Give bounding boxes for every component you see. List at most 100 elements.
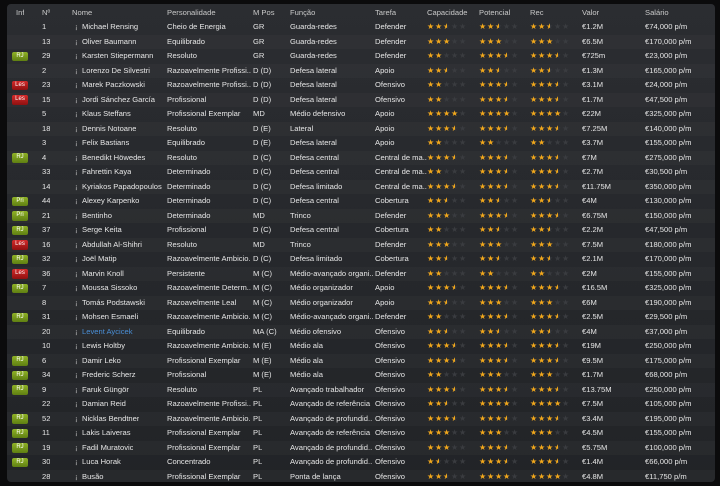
table-row[interactable]: RJ 11 ¡ Lakis Laiveras Profissional Exemplar… xyxy=(7,426,715,441)
player-name[interactable]: Frederic Scherz xyxy=(82,370,136,379)
info-icon[interactable]: ¡ xyxy=(75,109,78,118)
col-personality[interactable]: Personalidade xyxy=(167,8,216,17)
info-icon[interactable]: ¡ xyxy=(75,471,78,481)
table-row[interactable]: Pri 44 ¡ Alexey Karpenko Determinado D (C) Def… xyxy=(7,194,715,209)
player-name[interactable]: Busão xyxy=(82,471,104,481)
table-row[interactable]: RJ 32 ¡ Joël Matip Razoavelmente Ambicio.. D … xyxy=(7,252,715,267)
col-rec[interactable]: Rec xyxy=(530,8,544,17)
col-wage[interactable]: Salário xyxy=(645,8,669,17)
info-icon[interactable]: ¡ xyxy=(75,384,78,394)
info-icon[interactable]: ¡ xyxy=(75,94,78,104)
info-icon[interactable]: ¡ xyxy=(75,413,78,423)
info-icon[interactable]: ¡ xyxy=(75,283,78,292)
table-row[interactable]: 1 ¡ Michael Rensing Cheio de Energia GR Guard… xyxy=(7,20,715,35)
table-row[interactable]: RJ 19 ¡ Fadil Muratovic Profissional Exempla… xyxy=(7,441,715,456)
col-potential[interactable]: Potencial xyxy=(479,8,511,17)
player-name[interactable]: Abdullah Al-Shihri xyxy=(82,239,142,249)
player-name[interactable]: Levent Aycicek xyxy=(82,326,133,336)
table-row[interactable]: RJ 30 ¡ Luca Horak Concentrado PL Avançado de … xyxy=(7,455,715,470)
info-icon[interactable]: ¡ xyxy=(75,65,78,75)
col-value[interactable]: Valor xyxy=(582,8,600,17)
info-icon[interactable]: ¡ xyxy=(75,51,78,60)
col-ability[interactable]: Capacidade xyxy=(427,8,468,17)
player-name[interactable]: Lakis Laiveras xyxy=(82,428,131,437)
player-name[interactable]: Klaus Steffans xyxy=(82,109,131,118)
info-icon[interactable]: ¡ xyxy=(75,239,78,249)
table-row[interactable]: 5 ¡ Klaus Steffans Profissional Exemplar MD M… xyxy=(7,107,715,122)
info-icon[interactable]: ¡ xyxy=(75,36,78,46)
info-icon[interactable]: ¡ xyxy=(75,22,78,31)
table-row[interactable]: RJ 34 ¡ Frederic Scherz Profissional M (E) Méd… xyxy=(7,368,715,383)
col-pos[interactable]: M Pos xyxy=(253,8,275,17)
player-name[interactable]: Tomás Podstawski xyxy=(82,297,145,307)
info-icon[interactable]: ¡ xyxy=(75,152,78,162)
player-name[interactable]: Jordi Sánchez García xyxy=(82,94,156,104)
table-row[interactable]: RJ 52 ¡ Nicklas Bendtner Razoavelmente Ambic… xyxy=(7,412,715,427)
info-icon[interactable]: ¡ xyxy=(75,80,78,89)
info-icon[interactable]: ¡ xyxy=(75,326,78,336)
player-name[interactable]: Lorenzo De Silvestri xyxy=(82,65,150,75)
table-row[interactable]: RJ 4 ¡ Benedikt Höwedes Resoluto D (C) Defesa … xyxy=(7,151,715,166)
table-row[interactable]: RJ 7 ¡ Moussa Sissoko Razoavelmente Determ..… xyxy=(7,281,715,296)
table-row[interactable]: Pri 21 ¡ Bentinho Determinado MD Trinco Defende… xyxy=(7,209,715,224)
table-row[interactable]: 20 ¡ Levent Aycicek Equilibrado MA (C) Médio … xyxy=(7,325,715,340)
table-row[interactable]: 3 ¡ Felix Bastians Equilibrado D (E) Defesa l… xyxy=(7,136,715,151)
player-name[interactable]: Felix Bastians xyxy=(82,138,130,147)
player-name[interactable]: Damian Reid xyxy=(82,399,126,408)
player-name[interactable]: Faruk Güngör xyxy=(82,384,129,394)
player-name[interactable]: Alexey Karpenko xyxy=(82,196,140,205)
info-icon[interactable]: ¡ xyxy=(75,167,78,176)
col-num[interactable]: Nº xyxy=(42,8,51,17)
player-name[interactable]: Karsten Stiepermann xyxy=(82,51,154,60)
table-row[interactable]: RJ 9 ¡ Faruk Güngör Resoluto PL Avançado traba… xyxy=(7,383,715,398)
table-row[interactable]: 2 ¡ Lorenzo De Silvestri Razoavelmente Prof… xyxy=(7,64,715,79)
info-icon[interactable]: ¡ xyxy=(75,312,78,321)
player-name[interactable]: Marek Paczkowski xyxy=(82,80,145,89)
info-icon[interactable]: ¡ xyxy=(75,268,78,278)
player-name[interactable]: Michael Rensing xyxy=(82,22,139,31)
info-icon[interactable]: ¡ xyxy=(75,225,78,234)
table-row[interactable]: 8 ¡ Tomás Podstawski Razoavelmente Leal M (C… xyxy=(7,296,715,311)
info-icon[interactable]: ¡ xyxy=(75,138,78,147)
info-icon[interactable]: ¡ xyxy=(75,355,78,365)
player-name[interactable]: Kyriakos Papadopoulos xyxy=(82,181,162,191)
player-name[interactable]: Mohsen Esmaeli xyxy=(82,312,139,321)
table-row[interactable]: RJ 6 ¡ Damir Leko Profissional Exemplar M (E)… xyxy=(7,354,715,369)
player-name[interactable]: Luca Horak xyxy=(82,457,121,466)
info-icon[interactable]: ¡ xyxy=(75,399,78,408)
player-name[interactable]: Moussa Sissoko xyxy=(82,283,138,292)
info-icon[interactable]: ¡ xyxy=(75,370,78,379)
info-icon[interactable]: ¡ xyxy=(75,341,78,350)
table-row[interactable]: Les 15 ¡ Jordi Sánchez García Profissional D … xyxy=(7,93,715,108)
table-row[interactable]: RJ 29 ¡ Karsten Stiepermann Resoluto GR Guarda… xyxy=(7,49,715,64)
player-name[interactable]: Nicklas Bendtner xyxy=(82,413,140,423)
col-duty[interactable]: Tarefa xyxy=(375,8,397,17)
info-icon[interactable]: ¡ xyxy=(75,442,78,452)
table-row[interactable]: 13 ¡ Oliver Baumann Equilibrado GR Guarda-red… xyxy=(7,35,715,50)
player-name[interactable]: Serge Keita xyxy=(82,225,122,234)
player-name[interactable]: Dennis Notoane xyxy=(82,123,137,133)
player-name[interactable]: Oliver Baumann xyxy=(82,36,137,46)
col-inf[interactable]: Inf xyxy=(16,8,25,17)
table-row[interactable]: 22 ¡ Damian Reid Razoavelmente Profissi.. PL… xyxy=(7,397,715,412)
table-row[interactable]: 28 ¡ Busão Profissional Exemplar PL Ponta de … xyxy=(7,470,715,483)
table-row[interactable]: RJ 37 ¡ Serge Keita Profissional D (C) Defesa … xyxy=(7,223,715,238)
player-name[interactable]: Lewis Holtby xyxy=(82,341,126,350)
table-row[interactable]: 10 ¡ Lewis Holtby Razoavelmente Ambicio.. M … xyxy=(7,339,715,354)
player-name[interactable]: Fadil Muratovic xyxy=(82,442,134,452)
info-icon[interactable]: ¡ xyxy=(75,123,78,133)
col-role[interactable]: Função xyxy=(290,8,316,17)
table-row[interactable]: RJ 31 ¡ Mohsen Esmaeli Razoavelmente Ambicio… xyxy=(7,310,715,325)
col-name[interactable]: Nome xyxy=(72,8,93,17)
table-row[interactable]: 14 ¡ Kyriakos Papadopoulos Determinado D (C)… xyxy=(7,180,715,195)
table-row[interactable]: Les 36 ¡ Marvin Knoll Persistente M (C) Médio-… xyxy=(7,267,715,282)
table-row[interactable]: 33 ¡ Fahrettin Kaya Determinado D (C) Defesa … xyxy=(7,165,715,180)
info-icon[interactable]: ¡ xyxy=(75,181,78,191)
info-icon[interactable]: ¡ xyxy=(75,297,78,307)
info-icon[interactable]: ¡ xyxy=(75,428,78,437)
info-icon[interactable]: ¡ xyxy=(75,457,78,466)
player-name[interactable]: Benedikt Höwedes xyxy=(82,152,146,162)
player-name[interactable]: Marvin Knoll xyxy=(82,268,124,278)
player-name[interactable]: Bentinho xyxy=(82,210,112,220)
info-icon[interactable]: ¡ xyxy=(75,254,78,263)
